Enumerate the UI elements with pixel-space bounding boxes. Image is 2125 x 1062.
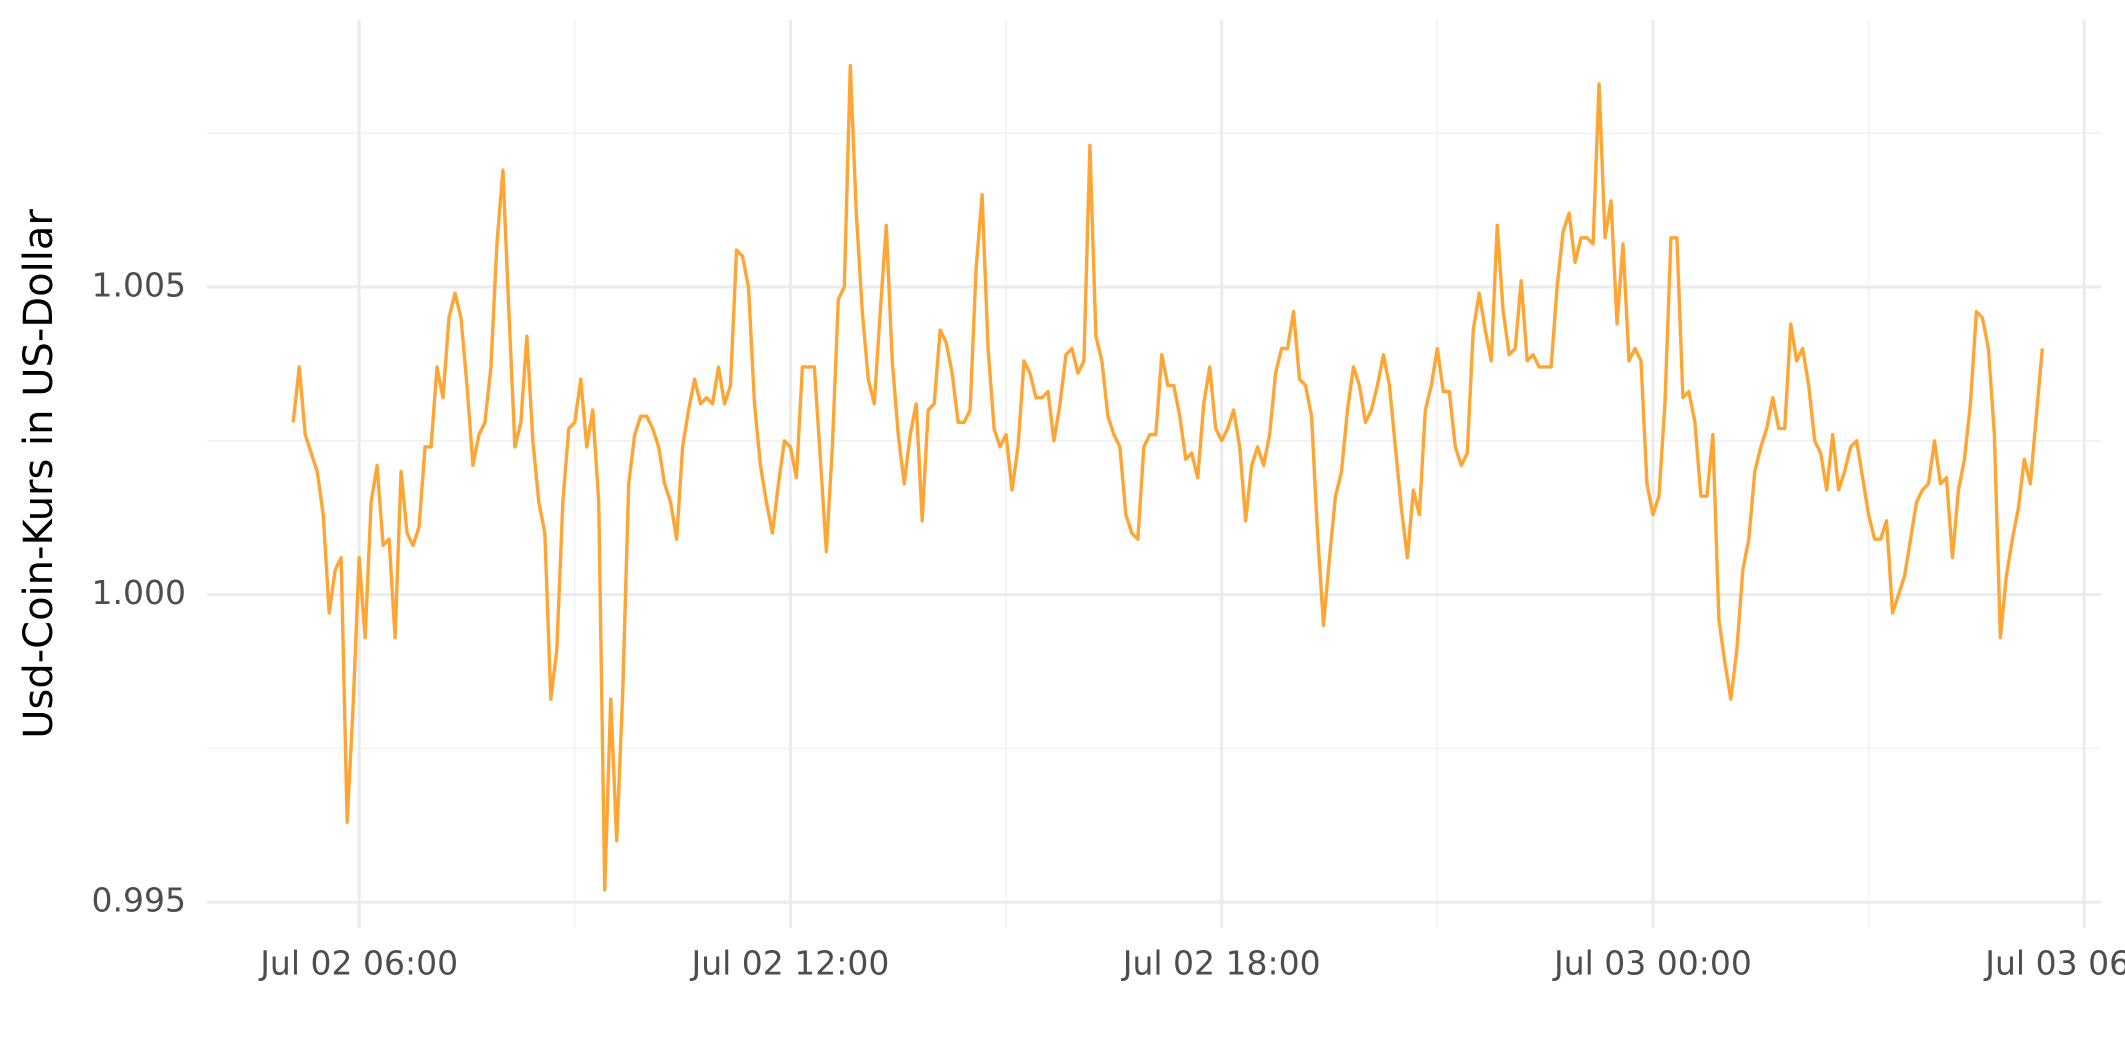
y-tick-label: 0.995 <box>92 881 186 920</box>
y-axis-title: Usd-Coin-Kurs in US-Dollar <box>16 209 62 739</box>
x-tick-label: Jul 02 18:00 <box>1121 944 1321 983</box>
x-tick-label: Jul 03 00:00 <box>1552 944 1752 983</box>
x-tick-label: Jul 02 12:00 <box>689 944 889 983</box>
x-tick-label: Jul 03 06:00 <box>1983 944 2125 983</box>
x-tick-label: Jul 02 06:00 <box>258 944 458 983</box>
y-tick-label: 1.005 <box>92 265 186 304</box>
y-tick-label: 1.000 <box>92 573 186 612</box>
price-line <box>291 63 2044 892</box>
